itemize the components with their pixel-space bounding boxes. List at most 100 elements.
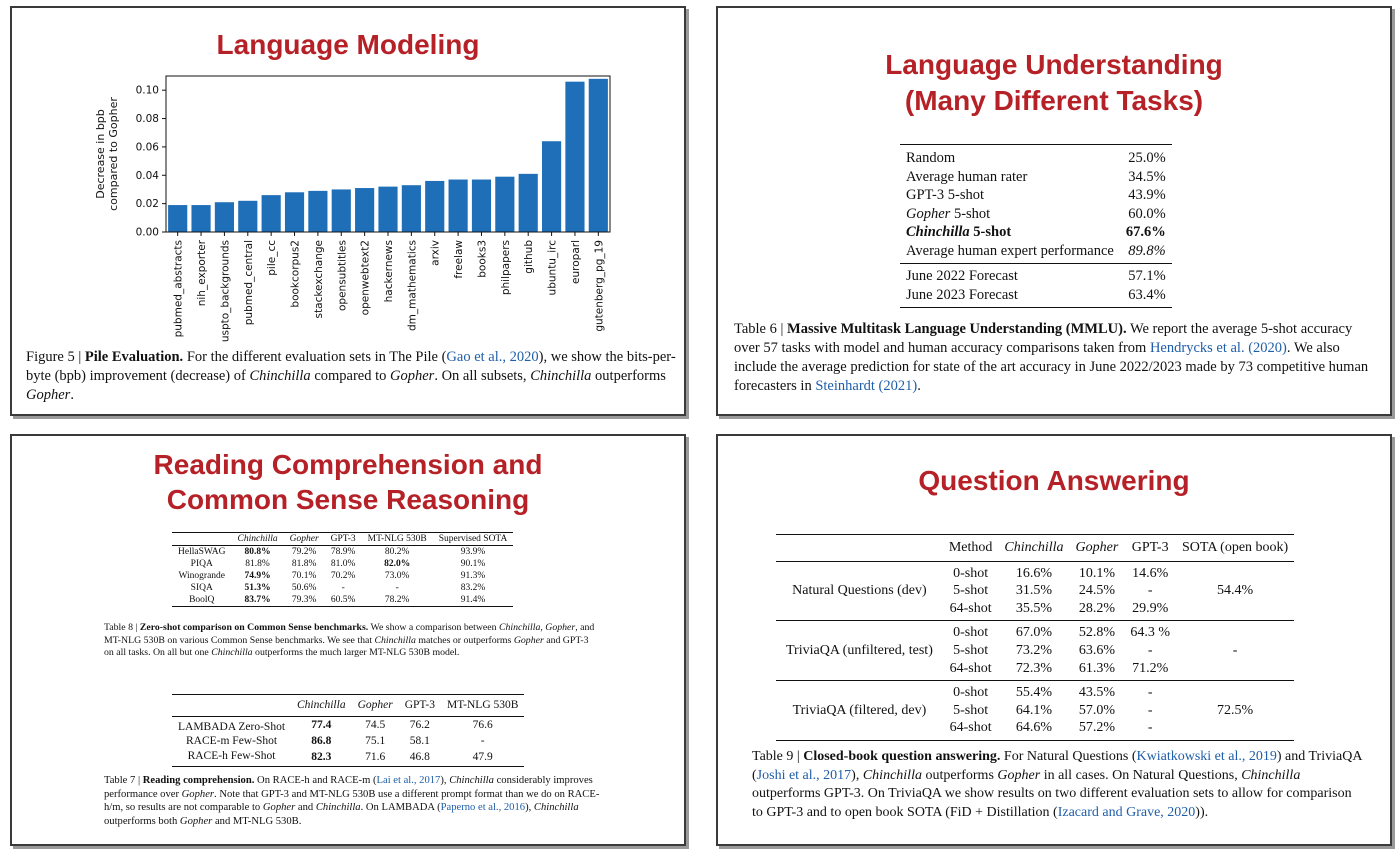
x-tick-label: hackernews — [383, 240, 395, 302]
table-cell: - — [1147, 702, 1153, 718]
caption-text: in all cases. On Natural Questions, — [1040, 767, 1242, 783]
table-cell: 64.3 % — [1130, 625, 1170, 641]
table-cell: 79.2% — [291, 547, 317, 557]
table-cell: 55.4% — [1015, 685, 1053, 701]
row-label: HellaSWAG — [178, 547, 226, 557]
caption-text: For the different evaluation sets in The… — [183, 349, 447, 365]
table-cell: 78.2% — [384, 595, 410, 605]
table-row: Average human rater 34.5% — [900, 168, 1172, 187]
table-cell: 71.6 — [365, 751, 386, 763]
caption-text: considerably improves performance over — [104, 775, 593, 800]
caption-text: , and MT-NLG 530B on various Common Sens… — [104, 622, 595, 646]
model-name: Gopher — [262, 802, 296, 813]
model-name: Chinchilla — [530, 368, 592, 384]
caption-label: Figure 5 | — [26, 349, 85, 365]
qa-table: Method Chinchilla Gopher GPT-3 SOTA (ope… — [776, 534, 1295, 741]
table-header-row: Chinchilla Gopher GPT-3 MT-NLG 530B — [172, 694, 525, 716]
x-tick-label: ubuntu_irc — [547, 240, 559, 296]
dataset-label: TriviaQA (filtered, dev) — [776, 680, 943, 741]
row-value: 25.0% — [1128, 150, 1166, 166]
x-tick-label: openwebtext2 — [360, 240, 372, 315]
model-name: Gopher — [390, 368, 435, 384]
dataset-label: Natural Questions (dev) — [792, 583, 927, 599]
column-header: GPT-3 — [330, 534, 356, 544]
row-label-suffix: 5-shot — [950, 205, 991, 222]
row-value: 89.8% — [1128, 242, 1166, 259]
citation-link[interactable]: Hendrycks et al. (2020) — [1149, 340, 1287, 356]
table-cell: 90.1% — [460, 559, 486, 569]
caption-text: ), — [440, 775, 450, 786]
table-row: TriviaQA (filtered, dev) 0-shot 55.4% 43.5%… — [776, 680, 1295, 741]
citation-link[interactable]: Izacard and Grave, 2020 — [1057, 804, 1196, 820]
column-header — [172, 533, 232, 546]
x-tick-label: freelaw — [453, 240, 465, 279]
model-name: Gopher — [545, 622, 576, 633]
table-cell: 82.3 — [311, 751, 332, 763]
citation-link[interactable]: Steinhardt (2021) — [815, 378, 918, 394]
x-tick-label: arxiv — [430, 240, 442, 266]
column-header: Chinchilla — [1004, 540, 1064, 555]
table-row: RACE-m Few-Shot 86.8 75.1 58.1 - — [172, 734, 524, 749]
bar — [471, 179, 492, 232]
bar — [495, 176, 515, 232]
method-cell: 0-shot — [953, 625, 989, 641]
method-cell: 5-shot — [953, 583, 989, 599]
y-tick-label: 0.08 — [136, 113, 159, 125]
table-cell: 14.6% — [1132, 565, 1169, 581]
citation-link[interactable]: Kwiatkowski et al., 2019 — [1136, 749, 1277, 764]
table-caption: Table 6 | Massive Multitask Language Und… — [734, 320, 1378, 396]
caption-text: outperforms GPT-3. On TriviaQA we show r… — [752, 786, 1352, 820]
table-row: Chinchilla 5-shot 67.6% — [900, 223, 1172, 242]
model-name: Chinchilla — [1241, 767, 1301, 783]
caption-text: compared to — [310, 368, 391, 384]
model-name: Chinchilla — [498, 622, 541, 633]
table-row: 64-shot 64.6% 57.2% - — [776, 719, 1295, 741]
table-row: Average human expert performance 89.8% — [900, 242, 1172, 264]
citation-link[interactable]: Gao et al., 2020 — [446, 349, 539, 365]
x-tick-label: opensubtitles — [336, 240, 348, 311]
table-cell: 52.8% — [1078, 625, 1116, 641]
table-cell: 10.1% — [1078, 565, 1116, 581]
table-cell: 63.6% — [1078, 642, 1116, 658]
sota-cell: - — [1176, 620, 1295, 682]
panel-title: Question Answering — [918, 465, 1190, 496]
method-cell: 0-shot — [953, 685, 989, 701]
bpb-bar-chart: 0.00 0.02 0.04 0.06 0.08 0.10 pubmed_abstracts… — [94, 75, 611, 342]
caption-text: and MT-NLG 530B. — [212, 815, 302, 827]
model-name: Chinchilla — [374, 634, 416, 646]
bar — [168, 205, 188, 232]
citation-link[interactable]: Joshi et al., 2017 — [756, 767, 852, 783]
row-label: Random — [906, 150, 956, 166]
table-row: LAMBADA Zero-Shot 77.4 74.5 76.2 76.6 — [172, 716, 524, 734]
citation-link[interactable]: Lai et al., 2017 — [376, 775, 441, 786]
model-name: Chinchilla — [449, 775, 494, 786]
table-cell: 80.8% — [244, 547, 271, 557]
column-header: Chinchilla — [297, 699, 346, 711]
column-header: Gopher — [289, 534, 319, 544]
panel-title-line-1: Reading Comprehension and — [153, 449, 543, 480]
column-header — [776, 535, 943, 562]
table-cell: 24.5% — [1078, 583, 1116, 599]
caption-text: outperforms the much larger MT-NLG 530B … — [252, 647, 460, 658]
row-label: Winogrande — [178, 571, 226, 581]
table-header-row: Chinchilla Gopher GPT-3 MT-NLG 530B Supe… — [172, 532, 514, 546]
table-cell: - — [480, 735, 485, 747]
caption-text: . We also include the average prediction… — [734, 340, 1369, 394]
caption-label: Table 6 | — [734, 321, 788, 337]
table-cell: 76.2 — [409, 719, 430, 731]
table-cell: 74.5 — [365, 719, 386, 731]
model-name: Chinchilla — [906, 224, 970, 240]
caption-text: . On all subsets, — [434, 368, 531, 384]
mmlu-table: Random 25.0% Average human rater 34.5% GPT… — [900, 144, 1172, 308]
row-label: PIQA — [190, 559, 213, 569]
panel-reading-comprehension: Reading Comprehension and Common Sense R… — [10, 434, 686, 846]
panel-title-line-1: Language Understanding — [885, 49, 1223, 80]
citation-link[interactable]: Paperno et al., 2016 — [440, 802, 526, 813]
row-label: Average human rater — [906, 168, 1028, 185]
row-label: SIQA — [190, 583, 213, 593]
caption-label: Table 7 | — [104, 775, 143, 786]
table-cell: 64.6% — [1015, 720, 1053, 736]
table-row: Gopher 5-shot 60.0% — [900, 205, 1172, 224]
table-cell: 79.3% — [291, 595, 317, 605]
table-cell: 70.1% — [291, 571, 317, 581]
